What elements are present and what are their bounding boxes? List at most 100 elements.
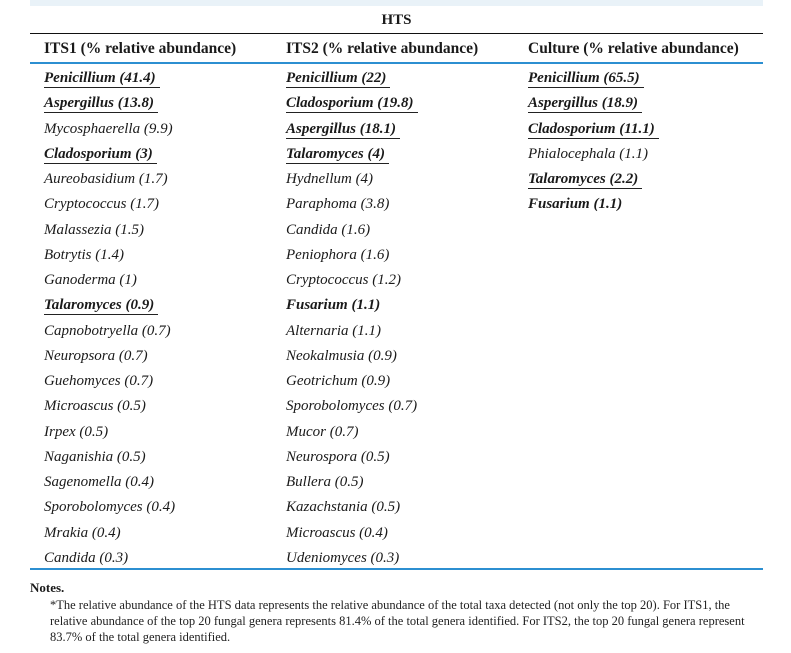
genus-label: Guehomyces (0.7) [44,373,154,389]
table-cell: Mucor (0.7) [286,420,526,445]
notes-text: *The relative abundance of the HTS data … [50,598,745,644]
table-cell: Talaromyces (2.2) [528,167,768,192]
table-cell: Kazachstania (0.5) [286,495,526,520]
table-cell: Aureobasidium (1.7) [44,167,284,192]
genus-label: Cladosporium (11.1) [528,120,659,139]
genus-label: Penicillium (22) [286,69,391,88]
table-cell: Alternaria (1.1) [286,319,526,344]
genus-label: Talaromyces (4) [286,145,390,164]
genus-label: Cryptococcus (1.7) [44,196,159,213]
table-cell: Capnobotryella (0.7) [44,319,284,344]
table-cell: Irpex (0.5) [44,420,284,445]
table-cell: Udeniomyces (0.3) [286,546,526,571]
genus-label: Penicillium (65.5) [528,69,644,88]
header-rule [30,33,763,34]
table-cell: Peniophora (1.6) [286,243,526,268]
genus-label: Phialocephala (1.1) [528,145,648,162]
genus-label: Mrakia (0.4) [44,524,121,541]
genus-label: Microascus (0.5) [44,398,146,415]
table-cell: Mycosphaerella (9.9) [44,117,284,142]
table-cell: Neuropsora (0.7) [44,344,284,369]
genus-label: Talaromyces (2.2) [528,170,643,189]
genus-label: Cladosporium (3) [44,145,157,164]
table-cell: Sporobolomyces (0.4) [44,495,284,520]
table-cell: Botrytis (1.4) [44,243,284,268]
genus-label: Sporobolomyces (0.4) [44,499,176,516]
column-header-rule [30,62,763,64]
genus-label: Paraphoma (3.8) [286,196,390,213]
genus-label: Fusarium (1.1) [286,297,381,314]
genus-label: Talaromyces (0.9) [44,296,159,316]
table-cell: Fusarium (1.1) [286,293,526,318]
genus-label: Sporobolomyces (0.7) [286,398,418,415]
table-cell: Fusarium (1.1) [528,192,768,217]
table-cell: Cryptococcus (1.7) [44,192,284,217]
genus-label: Neurospora (0.5) [286,448,390,465]
genus-label: Candida (0.3) [44,549,129,566]
genus-label: Peniophora (1.6) [286,246,390,263]
table-cell: Malassezia (1.5) [44,218,284,243]
table-cell: Aspergillus (18.9) [528,91,768,116]
group-header-hts: HTS [381,12,412,28]
table-cell: Phialocephala (1.1) [528,142,768,167]
genus-label: Mycosphaerella (9.9) [44,120,173,137]
column-its2: Penicillium (22) Cladosporium (19.8) Asper… [286,66,526,571]
genus-label: Alternaria (1.1) [286,322,381,339]
table-cell: Guehomyces (0.7) [44,369,284,394]
table-cell: Bullera (0.5) [286,470,526,495]
genus-label: Neokalmusia (0.9) [286,347,397,364]
genus-label: Microascus (0.4) [286,524,388,541]
table-cell: Mrakia (0.4) [44,521,284,546]
table-cell: Candida (1.6) [286,218,526,243]
genus-label: Aspergillus (18.1) [286,120,401,139]
genus-label: Hydnellum (4) [286,171,374,187]
table-cell: Cladosporium (3) [44,142,284,167]
genus-label: Irpex (0.5) [44,423,109,440]
genus-label: Botrytis (1.4) [44,246,124,263]
notes-title: Notes. [30,580,65,595]
column-culture: Penicillium (65.5) Aspergillus (18.9) Clad… [528,66,768,218]
genus-label: Cryptococcus (1.2) [286,272,401,288]
table-cell: Penicillium (41.4) [44,66,284,91]
genus-label: Capnobotryella (0.7) [44,322,171,339]
table-cell: Sporobolomyces (0.7) [286,394,526,419]
table-cell: Geotrichum (0.9) [286,369,526,394]
genus-label: Sagenomella (0.4) [44,474,154,490]
table-cell: Talaromyces (4) [286,142,526,167]
genus-label: Cladosporium (19.8) [286,94,418,114]
genus-label: Aspergillus (18.9) [528,94,643,114]
table-cell: Cryptococcus (1.2) [286,268,526,293]
genus-label: Malassezia (1.5) [44,221,144,238]
genus-label: Aspergillus (13.8) [44,94,159,114]
table-cell: Penicillium (22) [286,66,526,91]
genus-label: Penicillium (41.4) [44,69,160,88]
table-cell: Neurospora (0.5) [286,445,526,470]
genus-label: Aureobasidium (1.7) [44,171,168,187]
column-header-its1: ITS1 (% relative abundance) [44,40,237,57]
table-cell: Cladosporium (19.8) [286,91,526,116]
table-cell: Candida (0.3) [44,546,284,571]
table-cell: Sagenomella (0.4) [44,470,284,495]
genus-label: Neuropsora (0.7) [44,347,148,364]
column-header-its2: ITS2 (% relative abundance) [286,40,479,57]
genus-label: Mucor (0.7) [286,423,359,440]
table-cell: Ganoderma (1) [44,268,284,293]
genus-label: Naganishia (0.5) [44,448,146,465]
genus-label: Bullera (0.5) [286,474,364,490]
genus-label: Fusarium (1.1) [528,196,623,213]
table-cell: Cladosporium (11.1) [528,117,768,142]
genus-label: Geotrichum (0.9) [286,373,391,389]
table-cell: Aspergillus (13.8) [44,91,284,116]
genus-label: Ganoderma (1) [44,272,137,288]
table-cell: Microascus (0.4) [286,521,526,546]
table-cell: Neokalmusia (0.9) [286,344,526,369]
genus-label: Udeniomyces (0.3) [286,549,400,566]
table-cell: Aspergillus (18.1) [286,117,526,142]
column-its1: Penicillium (41.4) Aspergillus (13.8) Myco… [44,66,284,571]
table-cell: Microascus (0.5) [44,394,284,419]
table-cell: Hydnellum (4) [286,167,526,192]
top-band [30,0,763,6]
table-cell: Talaromyces (0.9) [44,293,284,318]
table-cell: Paraphoma (3.8) [286,192,526,217]
table-bottom-rule [30,568,763,570]
